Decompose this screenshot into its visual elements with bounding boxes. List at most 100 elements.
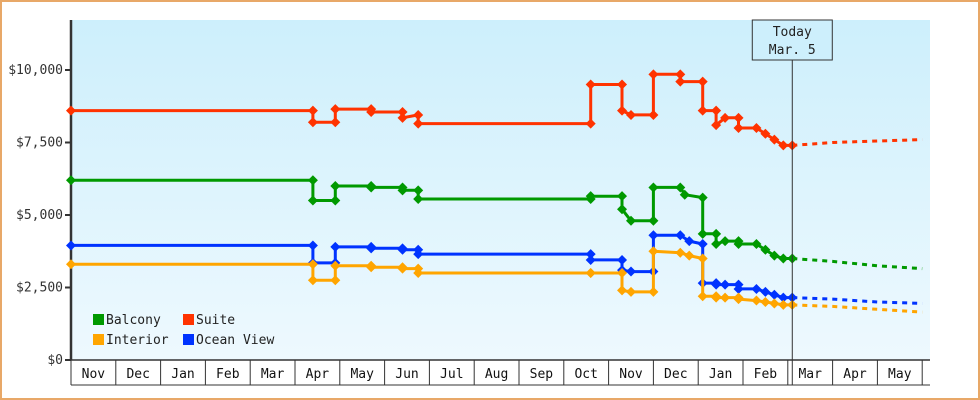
data-point[interactable] [617, 79, 628, 90]
data-point[interactable] [679, 189, 690, 200]
data-point[interactable] [413, 109, 424, 120]
data-point[interactable] [720, 112, 731, 123]
data-point[interactable] [648, 109, 659, 120]
data-point[interactable] [711, 105, 722, 116]
data-point[interactable] [366, 182, 377, 193]
legend-item-ocean-view[interactable]: Ocean View [183, 333, 274, 348]
legend-item-interior[interactable]: Interior [93, 333, 169, 348]
data-point[interactable] [307, 175, 318, 186]
data-point[interactable] [66, 105, 76, 116]
data-point[interactable] [675, 76, 686, 87]
data-point[interactable] [648, 215, 659, 226]
data-point[interactable] [307, 105, 318, 116]
data-point[interactable] [684, 236, 695, 247]
data-point[interactable] [760, 297, 771, 307]
data-point[interactable] [711, 292, 722, 303]
data-point[interactable] [585, 191, 596, 202]
data-point[interactable] [366, 107, 377, 118]
data-point[interactable] [778, 140, 789, 151]
data-point[interactable] [330, 195, 341, 206]
data-point[interactable] [648, 182, 659, 193]
data-point[interactable] [697, 239, 708, 249]
data-point[interactable] [626, 286, 636, 297]
data-point[interactable] [720, 236, 731, 247]
data-point[interactable] [769, 134, 780, 145]
data-point[interactable] [366, 243, 377, 254]
data-point[interactable] [413, 194, 424, 205]
data-point[interactable] [413, 249, 424, 260]
legend-item-suite[interactable]: Suite [183, 313, 235, 328]
data-point[interactable] [413, 185, 424, 196]
data-point[interactable] [675, 69, 686, 80]
data-point[interactable] [769, 289, 780, 300]
legend-item-balcony[interactable]: Balcony [93, 313, 161, 328]
data-point[interactable] [733, 239, 744, 249]
data-point[interactable] [697, 291, 708, 302]
data-point[interactable] [751, 239, 762, 249]
data-point[interactable] [307, 195, 318, 206]
data-point[interactable] [626, 266, 636, 277]
data-point[interactable] [697, 192, 708, 203]
data-point[interactable] [617, 268, 628, 278]
data-point[interactable] [330, 260, 341, 271]
data-point[interactable] [697, 76, 708, 87]
data-point[interactable] [751, 123, 762, 133]
data-point[interactable] [751, 295, 762, 306]
data-point[interactable] [711, 120, 722, 131]
data-point[interactable] [585, 79, 596, 90]
data-point[interactable] [769, 298, 780, 309]
data-point[interactable] [675, 230, 686, 241]
data-point[interactable] [307, 259, 318, 270]
data-point[interactable] [697, 228, 708, 239]
data-point[interactable] [307, 117, 318, 128]
data-point[interactable] [397, 185, 408, 196]
data-point[interactable] [66, 175, 76, 186]
data-point[interactable] [751, 283, 762, 294]
data-point[interactable] [617, 285, 628, 296]
data-point[interactable] [617, 105, 628, 116]
data-point[interactable] [711, 279, 722, 290]
data-point[interactable] [760, 286, 771, 297]
data-point[interactable] [648, 246, 659, 257]
data-point[interactable] [330, 275, 341, 286]
data-point[interactable] [778, 253, 789, 264]
data-point[interactable] [307, 240, 318, 251]
data-point[interactable] [711, 239, 722, 249]
data-point[interactable] [760, 128, 771, 139]
data-point[interactable] [778, 299, 789, 310]
data-point[interactable] [648, 230, 659, 241]
data-point[interactable] [617, 254, 628, 265]
data-point[interactable] [585, 118, 596, 129]
data-point[interactable] [330, 241, 341, 252]
data-point[interactable] [648, 286, 659, 297]
data-point[interactable] [397, 112, 408, 123]
data-point[interactable] [66, 259, 76, 270]
data-point[interactable] [769, 250, 780, 261]
data-point[interactable] [585, 249, 596, 260]
data-point[interactable] [675, 247, 686, 258]
data-point[interactable] [330, 181, 341, 191]
data-point[interactable] [626, 215, 636, 226]
data-point[interactable] [397, 107, 408, 118]
data-point[interactable] [733, 294, 744, 305]
data-point[interactable] [648, 69, 659, 80]
data-point[interactable] [397, 244, 408, 255]
data-point[interactable] [330, 104, 341, 115]
data-point[interactable] [675, 182, 686, 193]
data-point[interactable] [711, 228, 722, 239]
data-point[interactable] [307, 275, 318, 286]
data-point[interactable] [366, 262, 377, 273]
data-point[interactable] [397, 263, 408, 274]
data-point[interactable] [733, 112, 744, 123]
data-point[interactable] [626, 109, 636, 120]
data-point[interactable] [413, 268, 424, 278]
data-point[interactable] [733, 123, 744, 133]
data-point[interactable] [697, 253, 708, 264]
data-point[interactable] [66, 240, 76, 251]
data-point[interactable] [585, 254, 596, 265]
data-point[interactable] [778, 292, 789, 303]
data-point[interactable] [720, 292, 731, 303]
data-point[interactable] [684, 250, 695, 261]
data-point[interactable] [617, 204, 628, 215]
data-point[interactable] [720, 279, 731, 290]
